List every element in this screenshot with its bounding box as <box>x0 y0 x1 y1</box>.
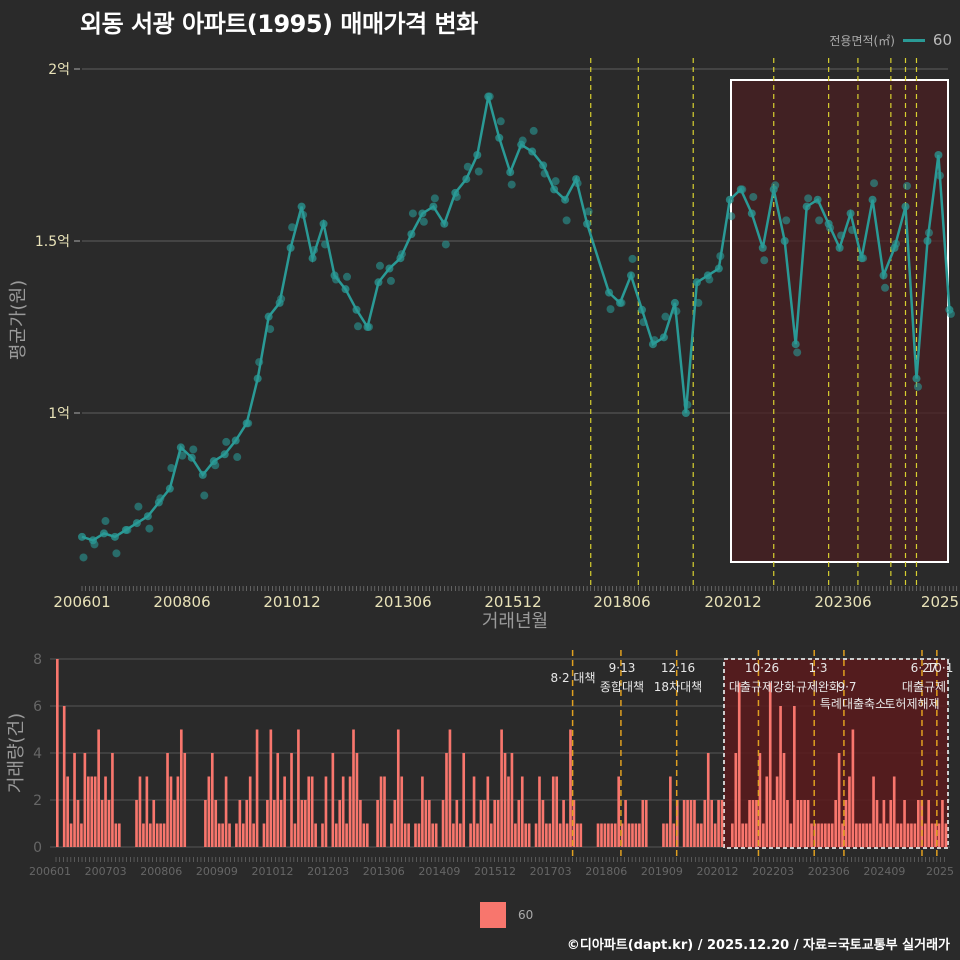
chart-title: 외동 서광 아파트(1995) 매매가격 변화 <box>80 10 478 38</box>
legend-swatch-icon <box>480 902 506 928</box>
x-tick-label: 2025 <box>921 593 959 611</box>
annotation-label: 18차대책 <box>654 679 702 694</box>
volume-bars <box>56 659 948 847</box>
bar-x-tick-label: 202306 <box>808 865 850 878</box>
annotation-label: 특례대출축소 <box>820 697 886 711</box>
bar-x-tick-label: 200909 <box>196 865 238 878</box>
y-tick-label: 2억 <box>48 62 70 78</box>
legend-title: 전용면적(㎡) <box>829 33 895 48</box>
x-tick-label: 202306 <box>814 593 871 611</box>
main-x-axis-labels: 200601 200806 201012 201306 201512 20180… <box>53 593 959 611</box>
policy-annotations: 8·2 대책 9·13 종합대책 12·16 18차대책 10·26 대출규제강… <box>551 661 954 711</box>
annotation-label: 토허제해제 <box>884 697 939 711</box>
annotation-label: 규제완화 <box>796 680 840 694</box>
x-tick-label: 200806 <box>153 593 210 611</box>
y-tick-label: 1억 <box>48 406 70 422</box>
annotation-label: 대출규제강화 <box>729 680 795 694</box>
annotation-date: 12·16 <box>661 661 695 675</box>
annotation-label: 8·2 대책 <box>551 670 596 685</box>
x-tick-label: 201806 <box>593 593 650 611</box>
bar-x-axis-labels: 200601 200703 200806 200909 201012 201203 2013… <box>29 865 954 878</box>
legend-bottom-value: 60 <box>518 908 534 922</box>
annotation-date: 10·1 <box>927 661 954 675</box>
legend-line-icon <box>902 38 925 42</box>
bar-x-tick-label: 202409 <box>863 865 905 878</box>
annotation-date: 1·3 <box>808 661 827 675</box>
bar-policy-lines <box>571 650 938 857</box>
annotation-date: 6·27 <box>911 661 938 675</box>
x-tick-label: 201012 <box>263 593 320 611</box>
source-footer: ©디아파트(dapt.kr) / 2025.12.20 / 자료=국토교통부 실… <box>566 938 950 953</box>
bar-x-tick-label: 200703 <box>85 865 127 878</box>
legend-value: 60 <box>932 31 952 49</box>
bar-x-tick-label: 201703 <box>530 865 572 878</box>
annotation-date: 9·7 <box>837 680 856 694</box>
x-tick-label: 201512 <box>484 593 541 611</box>
y-tick-label: 1.5억 <box>35 234 70 250</box>
bar-x-tick-label: 200601 <box>29 865 71 878</box>
bar-x-tick-label: 201409 <box>418 865 460 878</box>
annotation-date: 10·26 <box>745 661 779 675</box>
annotation-label: 종합대책 <box>600 679 644 694</box>
bar-y-tick: 4 <box>33 746 42 762</box>
price-line <box>81 96 951 542</box>
bar-x-tick-label: 202012 <box>697 865 739 878</box>
x-minor-ticks <box>81 586 958 591</box>
bar-x-tick-label: 201806 <box>585 865 627 878</box>
legend-top: 전용면적(㎡) 60 <box>829 31 952 49</box>
bar-y-axis-labels: 8 6 4 2 0 <box>33 652 42 856</box>
bar-x-tick-label: 200806 <box>140 865 182 878</box>
bar-x-tick-label: 201012 <box>252 865 294 878</box>
annotation-date: 9·13 <box>609 661 636 675</box>
x-tick-label: 201306 <box>374 593 431 611</box>
bar-y-tick: 0 <box>33 840 42 856</box>
bar-x-tick-label: 201306 <box>363 865 405 878</box>
bar-y-tick: 2 <box>33 793 42 809</box>
x-tick-label: 200601 <box>53 593 110 611</box>
policy-lines <box>590 58 918 588</box>
annotation-label: 대출규제 <box>902 680 946 694</box>
bar-x-minor-ticks <box>55 857 945 862</box>
bar-x-tick-label: 201512 <box>474 865 516 878</box>
main-y-axis-labels: 2억 1.5억 1억 <box>35 62 70 422</box>
bar-x-tick-label: 201909 <box>641 865 683 878</box>
x-axis-title: 거래년월 <box>482 611 548 632</box>
bar-x-tick-label: 201203 <box>307 865 349 878</box>
x-tick-label: 202012 <box>704 593 761 611</box>
y-axis-title: 평균가(원) <box>8 280 29 360</box>
bar-y-axis-title: 거래량(건) <box>6 713 27 793</box>
bar-y-tick: 8 <box>33 652 42 668</box>
legend-bottom: 60 <box>480 902 533 928</box>
bar-x-tick-label: 202203 <box>752 865 794 878</box>
bar-x-tick-label: 2025 <box>926 865 954 878</box>
bar-y-tick: 6 <box>33 699 42 715</box>
highlight-region <box>730 79 949 563</box>
